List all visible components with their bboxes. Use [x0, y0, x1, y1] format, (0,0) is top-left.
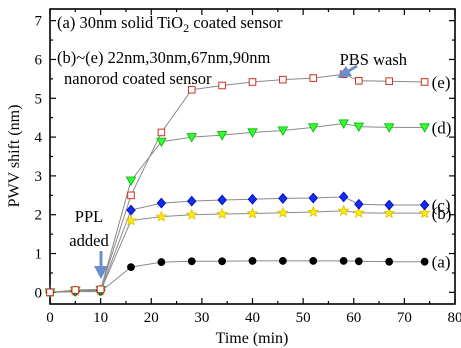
data-point	[353, 122, 365, 133]
annotation-line-c: nanorod coated sensor	[64, 69, 212, 88]
data-point	[124, 214, 138, 226]
data-point	[218, 257, 227, 266]
series-line	[49, 210, 425, 293]
ppl-arrow	[94, 251, 108, 279]
data-point	[125, 176, 137, 186]
y-tick-label: 0	[35, 285, 43, 301]
data-point	[338, 119, 349, 129]
x-tick-label: 30	[194, 310, 209, 326]
series-line	[49, 73, 425, 293]
series-label: (c)	[432, 196, 451, 215]
data-point	[352, 206, 365, 218]
data-point	[157, 258, 166, 266]
data-point	[307, 205, 320, 218]
series-label: (a)	[432, 253, 451, 272]
x-tick-label: 50	[296, 310, 311, 326]
x-tick-label: 60	[346, 310, 361, 326]
x-tick-label: 40	[245, 310, 260, 326]
data-point	[355, 77, 363, 85]
x-axis-title: Time (min)	[216, 330, 289, 347]
x-tick-label: 70	[397, 310, 412, 326]
annotation-pbs: PBS wash	[340, 50, 408, 69]
x-tick-label: 10	[93, 310, 108, 326]
series-lines	[49, 73, 425, 293]
y-tick-label: 6	[35, 52, 43, 68]
data-point	[248, 257, 257, 265]
data-point	[217, 194, 227, 206]
data-point	[187, 195, 197, 207]
data-point	[96, 285, 105, 294]
x-tick-label: 0	[46, 310, 54, 326]
y-tick-label: 5	[35, 91, 43, 107]
data-point	[420, 78, 429, 86]
data-point	[46, 288, 54, 297]
data-point	[338, 191, 349, 203]
data-point	[187, 85, 196, 94]
data-point	[248, 78, 257, 86]
data-point	[276, 206, 289, 218]
data-point	[126, 204, 136, 216]
data-point	[308, 192, 318, 204]
data-point	[385, 257, 394, 266]
data-point	[187, 257, 196, 266]
data-point	[278, 257, 287, 265]
data-point	[385, 77, 393, 85]
series-label: (e)	[432, 73, 451, 92]
axis-ticks: 0 10 20 30 40 50 60 70 80 0 1 2 3 4 5 6 7	[35, 9, 461, 326]
data-point	[216, 207, 229, 220]
data-point	[354, 198, 364, 210]
series-label: (d)	[432, 118, 452, 137]
annotation-line-a: (a) 30nm solid TiO2 coated sensor	[57, 13, 283, 35]
data-point	[418, 206, 431, 219]
annotation-line-a-sub: 2	[183, 21, 189, 35]
data-point	[156, 197, 167, 209]
data-point	[384, 199, 394, 211]
series-tags: (a) (b)(c) (d) (e)	[432, 73, 452, 272]
data-point	[307, 123, 319, 133]
data-point	[247, 128, 258, 138]
data-point	[420, 257, 429, 266]
annotation-added: added	[69, 231, 109, 250]
data-point	[71, 286, 80, 294]
data-point	[279, 75, 287, 84]
data-point	[354, 257, 363, 266]
data-point	[309, 257, 318, 265]
y-tick-label: 4	[35, 130, 43, 146]
y-axis-title: PWV shift (nm)	[6, 105, 23, 208]
data-point	[247, 193, 258, 205]
annotation-line-a-post: coated sensor	[189, 13, 283, 32]
data-point	[337, 204, 350, 216]
series-label: (b)	[432, 204, 452, 223]
data-point	[419, 199, 430, 211]
data-point	[277, 126, 289, 136]
data-point	[155, 210, 168, 222]
data-point	[185, 208, 198, 220]
annotation-ppl: PPL	[75, 207, 103, 226]
data-point	[186, 133, 198, 143]
data-point	[383, 206, 396, 219]
pbs-arrow	[337, 64, 358, 78]
y-tick-label: 7	[35, 14, 43, 30]
data-point	[246, 207, 259, 219]
data-point	[339, 257, 348, 265]
data-point	[127, 191, 135, 200]
data-point	[156, 137, 167, 148]
annotation-line-b: (b)~(e) 22nm,30nm,67nm,90nm	[57, 48, 270, 67]
y-tick-label: 1	[35, 247, 43, 263]
x-tick-label: 80	[448, 310, 461, 326]
data-point	[218, 81, 226, 90]
data-point	[309, 74, 318, 82]
data-point	[278, 193, 288, 204]
data-point	[127, 263, 135, 272]
x-tick-label: 20	[144, 310, 159, 326]
annotation-line-a-pre: (a) 30nm solid TiO	[57, 13, 183, 32]
y-tick-label: 3	[35, 169, 43, 185]
data-point	[216, 131, 228, 141]
data-point	[383, 123, 395, 133]
y-tick-label: 2	[35, 208, 43, 224]
data-markers	[43, 70, 431, 298]
data-point	[157, 128, 166, 137]
data-point	[419, 123, 430, 133]
